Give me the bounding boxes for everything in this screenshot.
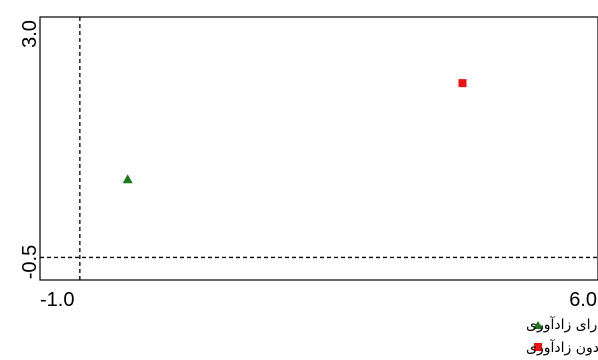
plot-frame xyxy=(39,16,598,281)
data-point-square-1-0 xyxy=(458,79,467,88)
legend: لکه های دارای زادآوری لکه های بدون زادآو… xyxy=(526,316,598,356)
legend-label-with-regeneration: لکه های دارای زادآوری xyxy=(526,316,598,333)
data-points xyxy=(122,79,467,184)
y-tick-label-min: -0.5 xyxy=(19,245,41,279)
legend-marker-square xyxy=(534,343,542,351)
y-tick-label-max: 3.0 xyxy=(19,20,41,48)
legend-label-without-regeneration: لکه های بدون زادآوری xyxy=(526,339,598,356)
data-point-triangle-0-0 xyxy=(122,174,133,184)
x-tick-label-max: 6.0 xyxy=(569,289,597,311)
x-tick-label-min: -1.0 xyxy=(40,289,74,311)
legend-marker-triangle xyxy=(533,321,543,329)
